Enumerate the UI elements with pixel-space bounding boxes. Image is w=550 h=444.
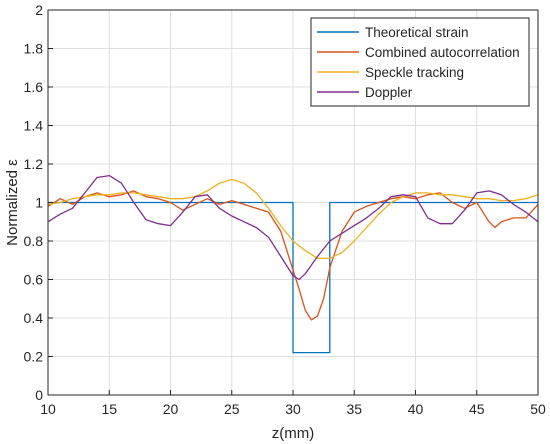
y-tick-label: 1.6 [24,79,44,95]
y-tick-label: 1.2 [24,156,44,172]
y-tick-label: 0.8 [24,233,44,249]
series-line-4 [47,174,539,281]
x-tick-label: 35 [346,401,362,417]
x-tick-label: 25 [224,401,240,417]
legend: Theoretical strain Combined autocorrelati… [310,17,530,107]
y-tick-label: 0 [35,387,43,403]
y-axis-label: Normalized ε [4,159,21,246]
series-line-3 [47,178,539,259]
series-line-1 [48,201,538,354]
y-tick-label: 1.4 [24,118,44,134]
y-tick-label: 1.8 [24,41,44,57]
legend-label: Speckle tracking [365,65,464,80]
x-tick-label: 50 [530,401,546,417]
x-tick-label: 20 [163,401,179,417]
x-axis-label: z(mm) [272,425,314,442]
axis-ticks: 10 15 20 25 30 35 40 45 50 0 0.2 0.4 0.6 0.8 1 1.2 1.4 1.… [24,2,546,417]
legend-label: Doppler [365,85,413,100]
series-layer [47,174,539,354]
x-tick-label: 40 [408,401,424,417]
x-tick-label: 15 [101,401,117,417]
y-tick-label: 0.4 [24,310,44,326]
x-tick-label: 45 [469,401,485,417]
series-line-2 [47,190,539,321]
legend-label: Combined autocorrelation [365,45,520,60]
y-tick-label: 1 [35,195,43,211]
y-tick-label: 0.2 [24,349,44,365]
x-tick-label: 30 [285,401,301,417]
x-tick-label: 10 [40,401,56,417]
y-tick-label: 2 [35,2,43,18]
y-tick-label: 0.6 [24,272,44,288]
legend-label: Theoretical strain [365,25,469,40]
